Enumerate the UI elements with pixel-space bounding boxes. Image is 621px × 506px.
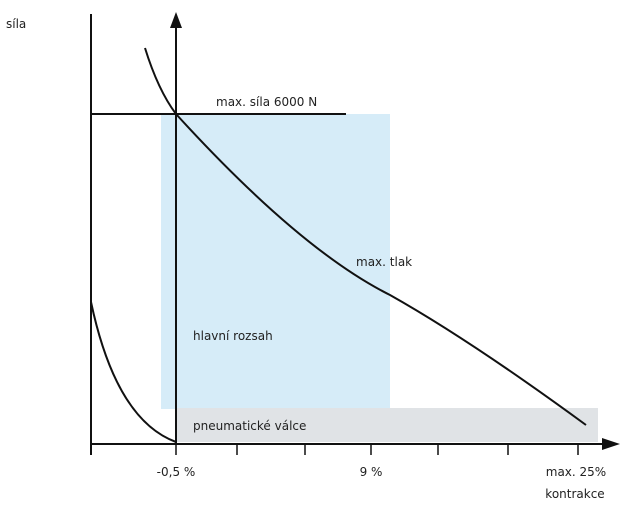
x-tick-label: 9 % — [360, 465, 383, 479]
y-axis-label: síla — [6, 17, 26, 31]
max-pressure-label: max. tlak — [356, 255, 412, 269]
main-range-label: hlavní rozsah — [193, 329, 273, 343]
vertical-axis-arrow — [170, 12, 182, 28]
pneumatic-cylinders-label: pneumatické válce — [193, 419, 306, 433]
main-range-area — [161, 114, 390, 409]
x-tick-label: max. 25% — [546, 465, 606, 479]
max-pressure-curve — [144, 47, 587, 426]
x-tick-label: -0,5 % — [157, 465, 196, 479]
x-axis-label: kontrakce — [545, 487, 604, 501]
pneumatic-cylinders-area — [176, 408, 598, 442]
x-axis-arrow — [602, 438, 620, 450]
max-force-label: max. síla 6000 N — [216, 95, 317, 109]
x-axis-ticks — [90, 444, 579, 455]
min-pressure-curve — [90, 301, 177, 443]
